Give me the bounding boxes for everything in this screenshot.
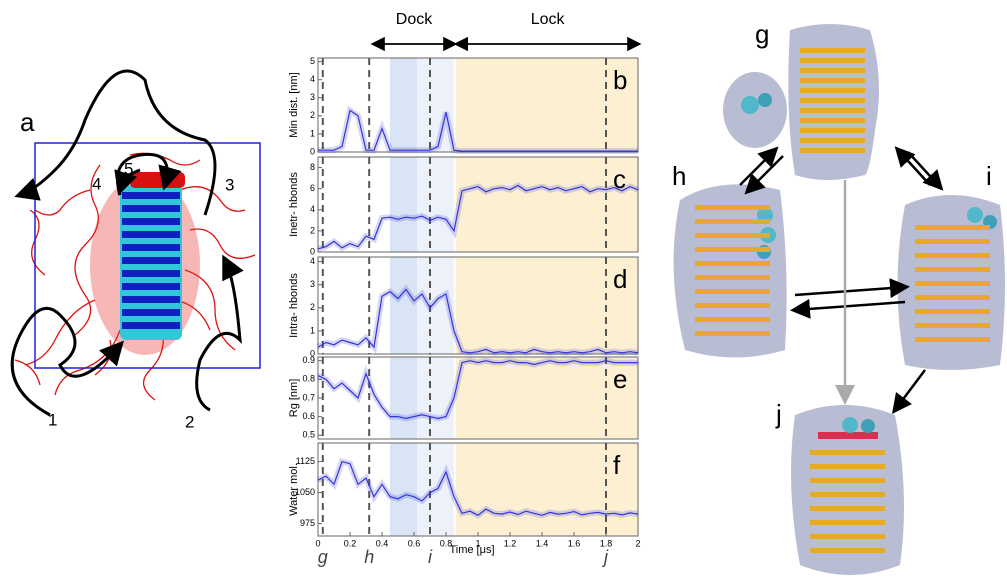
y-axis-label: Intra- hbonds (288, 273, 300, 338)
x-tick-label: 1.2 (504, 538, 517, 548)
y-tick-label: 1125 (296, 456, 315, 466)
x-tick-label: 1.4 (536, 538, 549, 548)
panel-label: d (613, 264, 627, 294)
charts: 0 1 2 3 4 5 Min dist. [nm] b Dock Lock 0 2 4 6 8 Inetr-… (288, 11, 642, 567)
phase-shading (455, 58, 638, 152)
y-tick-label: 0.9 (302, 355, 315, 365)
phase-label: Lock (531, 11, 566, 28)
y-tick-label: 0 (310, 348, 315, 358)
transition-arrows (739, 146, 944, 414)
plot-frame (317, 256, 639, 355)
phase-shading (455, 443, 638, 536)
trace (317, 460, 639, 517)
y-axis-label: Rg [nm] (288, 379, 300, 418)
phase-shading (417, 157, 454, 252)
phase-shading (455, 157, 638, 252)
time-marker-label: h (364, 547, 374, 567)
y-tick-label: 1 (310, 325, 315, 335)
panel-a: a 1 2 3 4 5 (10, 69, 261, 431)
time-marker-label: j (601, 547, 609, 567)
time-marker-label: i (428, 547, 433, 567)
structure-label: j (775, 399, 782, 429)
phase-shading (390, 257, 418, 354)
panel-label: c (613, 164, 626, 194)
y-tick-label: 0.7 (302, 392, 315, 402)
simulation-box (34, 142, 261, 369)
region-label: 4 (92, 174, 101, 193)
trace (317, 288, 639, 354)
panel-label: b (613, 65, 627, 95)
beta-strands (695, 48, 990, 553)
y-tick-label: 4 (310, 204, 315, 214)
x-tick-label: 1 (475, 538, 480, 548)
fibril-strands (122, 192, 180, 329)
panel-label: f (613, 450, 621, 480)
phase-shading (455, 257, 638, 354)
y-tick-label: 6 (310, 183, 315, 193)
structure-label: h (672, 161, 686, 191)
phase-shading (417, 257, 454, 354)
y-tick-label: 3 (310, 92, 315, 102)
time-marker-label: g (318, 547, 328, 567)
x-axis-label: Time [μs] (449, 544, 494, 556)
pathway-arrows (10, 69, 244, 417)
y-tick-label: 0.6 (302, 411, 315, 421)
y-axis-label: Min dist. [nm] (288, 72, 300, 137)
y-tick-label: 975 (300, 518, 315, 528)
y-tick-label: 2 (310, 225, 315, 235)
y-tick-label: 5 (310, 56, 315, 66)
region-label: 3 (225, 175, 234, 194)
y-tick-label: 1050 (295, 487, 315, 497)
x-tick-label: 0.4 (376, 538, 389, 548)
structure-label: i (986, 161, 992, 191)
phase-shading (390, 443, 418, 536)
x-tick-label: 0.6 (408, 538, 421, 548)
y-tick-label: 0 (310, 146, 315, 156)
phase-shading (417, 58, 454, 152)
phase-shading (390, 357, 418, 439)
y-tick-label: 0.5 (302, 430, 315, 440)
x-tick-label: 0 (315, 538, 320, 548)
phase-shading (455, 357, 638, 439)
y-axis-label: Inetr- hbonds (288, 172, 300, 237)
x-tick-label: 2 (635, 538, 640, 548)
region-label: 2 (185, 412, 194, 431)
y-axis-label: Water mol. (288, 463, 300, 516)
plot-frame (317, 57, 639, 153)
structures: g h i j (672, 19, 1005, 575)
x-tick-label: 0.8 (440, 538, 453, 548)
phase-label: Dock (396, 11, 433, 28)
trace (318, 109, 638, 152)
y-tick-label: 2 (310, 302, 315, 312)
trace (317, 360, 638, 420)
y-tick-label: 2 (310, 110, 315, 120)
panel-label: a (20, 107, 35, 137)
y-tick-label: 4 (310, 74, 315, 84)
phase-shading (390, 157, 418, 252)
plot-frame (317, 156, 639, 253)
docked-peptide (130, 172, 185, 188)
x-tick-label: 1.8 (600, 538, 613, 548)
region-label: 1 (48, 410, 57, 429)
phase-shading (417, 357, 454, 439)
y-tick-label: 0 (310, 246, 315, 256)
y-tick-label: 1 (310, 128, 315, 138)
y-tick-label: 4 (310, 256, 315, 266)
y-tick-label: 3 (310, 279, 315, 289)
y-tick-label: 0.8 (302, 374, 315, 384)
region-label: 5 (124, 159, 133, 178)
trace (317, 184, 639, 250)
structure-label: g (755, 19, 769, 49)
structure (791, 405, 904, 575)
phase-shading (390, 58, 418, 152)
x-tick-label: 0.2 (344, 538, 357, 548)
panel-label: e (613, 364, 627, 394)
x-tick-label: 1.6 (568, 538, 581, 548)
y-tick-label: 8 (310, 162, 315, 172)
